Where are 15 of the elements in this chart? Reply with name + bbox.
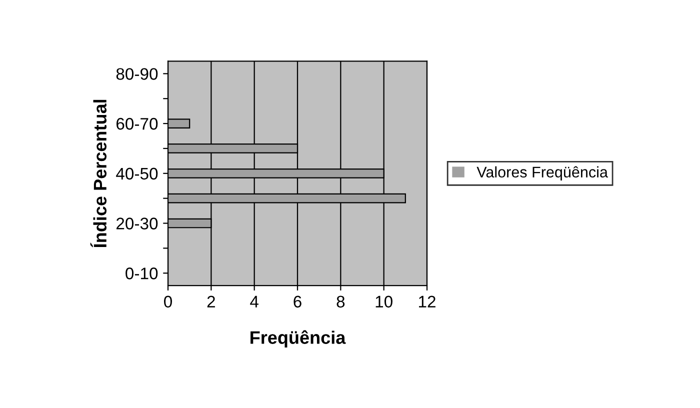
x-tick-label: 8 [336, 296, 345, 308]
y-tick-label: 60-70 [116, 118, 158, 130]
x-tick-label: 12 [419, 296, 436, 308]
y-tick-label: 80-90 [116, 68, 158, 80]
x-tick-label: 2 [207, 296, 215, 308]
y-axis-title: Índice Percentual [90, 100, 107, 248]
y-tick-label: 20-30 [116, 218, 158, 230]
y-tick-label: 0-10 [126, 268, 158, 280]
y-tick-label: 40-50 [116, 168, 158, 180]
legend-label: Valores Freqüência [476, 166, 608, 181]
x-tick-label: 6 [294, 296, 302, 308]
x-axis-title: Freqüência [250, 330, 346, 348]
x-tick-label: 10 [376, 296, 392, 308]
x-tick-label: 4 [250, 296, 258, 308]
x-tick-label: 0 [164, 296, 172, 308]
